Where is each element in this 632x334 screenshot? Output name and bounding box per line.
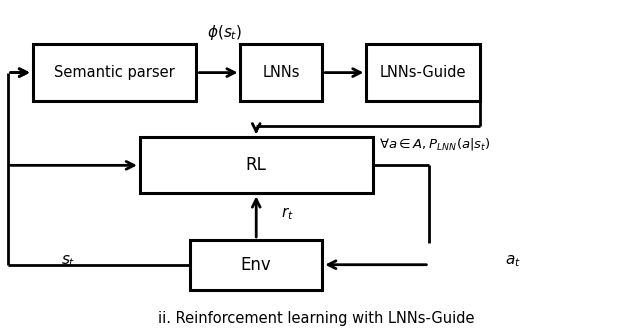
FancyBboxPatch shape (140, 137, 373, 193)
Text: $\phi(s_t)$: $\phi(s_t)$ (207, 23, 242, 42)
Text: LNNs-Guide: LNNs-Guide (380, 65, 466, 80)
Text: $\forall a \in A, P_{LNN}(a|s_t)$: $\forall a \in A, P_{LNN}(a|s_t)$ (379, 136, 490, 152)
Text: Env: Env (241, 256, 272, 274)
Text: $s_t$: $s_t$ (61, 254, 76, 269)
FancyBboxPatch shape (241, 44, 322, 101)
Text: LNNs: LNNs (263, 65, 300, 80)
FancyBboxPatch shape (190, 240, 322, 290)
Text: RL: RL (246, 156, 267, 174)
Text: $a_t$: $a_t$ (505, 254, 521, 269)
Text: $r_t$: $r_t$ (281, 205, 294, 222)
FancyBboxPatch shape (33, 44, 197, 101)
FancyBboxPatch shape (367, 44, 480, 101)
Text: ii. Reinforcement learning with LNNs-Guide: ii. Reinforcement learning with LNNs-Gui… (158, 311, 474, 326)
Text: Semantic parser: Semantic parser (54, 65, 175, 80)
